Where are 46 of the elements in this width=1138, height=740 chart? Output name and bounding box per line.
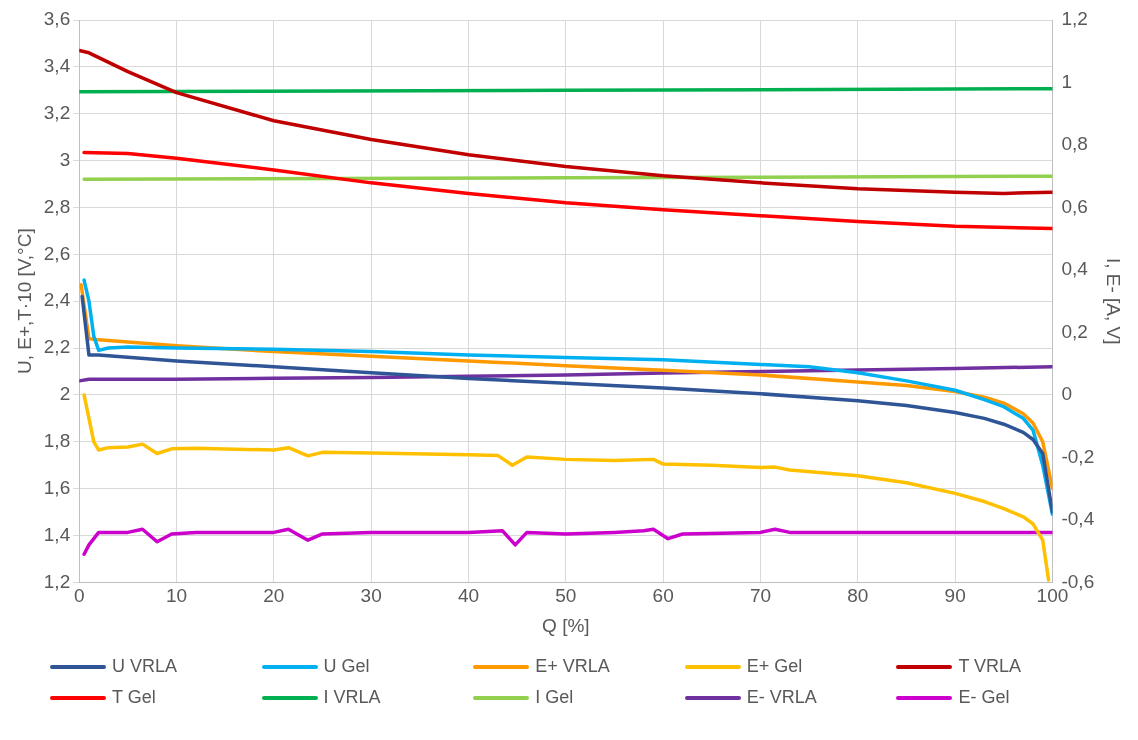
y2-tick-label: 0,2 bbox=[1061, 320, 1088, 342]
x-tick-label: 100 bbox=[1036, 585, 1069, 607]
y-tick-label: 2,4 bbox=[43, 289, 71, 311]
y-tick-label: 1,2 bbox=[43, 570, 71, 592]
x-tick-label: 70 bbox=[749, 585, 772, 607]
y-tick-label: 3,4 bbox=[43, 55, 71, 77]
x-tick-label: 30 bbox=[360, 585, 382, 607]
y2-tick-label: -0,4 bbox=[1061, 508, 1095, 530]
legend-label: I VRLA bbox=[323, 687, 381, 708]
legend-label: T VRLA bbox=[958, 656, 1022, 677]
y-tick-label: 1,6 bbox=[43, 476, 71, 498]
y-tick-label: 1,4 bbox=[43, 523, 71, 545]
y2-tick-label: 0,4 bbox=[1061, 258, 1089, 280]
y-tick-label: 3 bbox=[59, 148, 71, 170]
legend-label: E+ VRLA bbox=[535, 656, 610, 677]
y-tick-label: 2,2 bbox=[43, 336, 71, 358]
x-tick-label: 10 bbox=[165, 585, 188, 607]
x-tick-label: 40 bbox=[457, 585, 480, 607]
y-tick-label: 3,6 bbox=[43, 8, 71, 30]
legend-label: E- Gel bbox=[958, 687, 1010, 708]
legend-label: E- VRLA bbox=[746, 687, 817, 708]
legend-label: T Gel bbox=[112, 687, 156, 708]
y-tick-label: 1,8 bbox=[43, 430, 71, 452]
legend-label: U VRLA bbox=[112, 656, 178, 677]
y2-tick-label: -0,2 bbox=[1061, 445, 1095, 467]
y2-tick-label: 0 bbox=[1061, 383, 1073, 405]
legend-label: U Gel bbox=[323, 656, 370, 677]
y-tick-label: 2 bbox=[59, 383, 71, 405]
y-tick-label: 2,8 bbox=[43, 195, 71, 217]
x-tick-label: 50 bbox=[555, 585, 577, 607]
y2-tick-label: 1 bbox=[1061, 70, 1073, 92]
x-axis-title: Q [%] bbox=[542, 614, 590, 636]
y2-tick-label: 0,8 bbox=[1061, 133, 1088, 155]
x-tick-label: 80 bbox=[847, 585, 869, 607]
x-tick-label: 90 bbox=[944, 585, 966, 607]
y-tick-label: 3,2 bbox=[43, 101, 71, 123]
y2-tick-label: 1,2 bbox=[1061, 8, 1088, 30]
legend-label: E+ Gel bbox=[746, 656, 803, 677]
y2-axis-title: I, E- [A, V] bbox=[1103, 257, 1125, 345]
y2-tick-label: 0,6 bbox=[1061, 195, 1088, 217]
legend-label: I Gel bbox=[535, 687, 574, 708]
x-tick-label: 60 bbox=[652, 585, 674, 607]
y-tick-label: 2,6 bbox=[43, 242, 71, 264]
x-tick-label: 20 bbox=[263, 585, 285, 607]
y-axis-title: U, E+,T·10 [V,°C] bbox=[13, 228, 35, 375]
x-tick-label: 0 bbox=[73, 585, 85, 607]
